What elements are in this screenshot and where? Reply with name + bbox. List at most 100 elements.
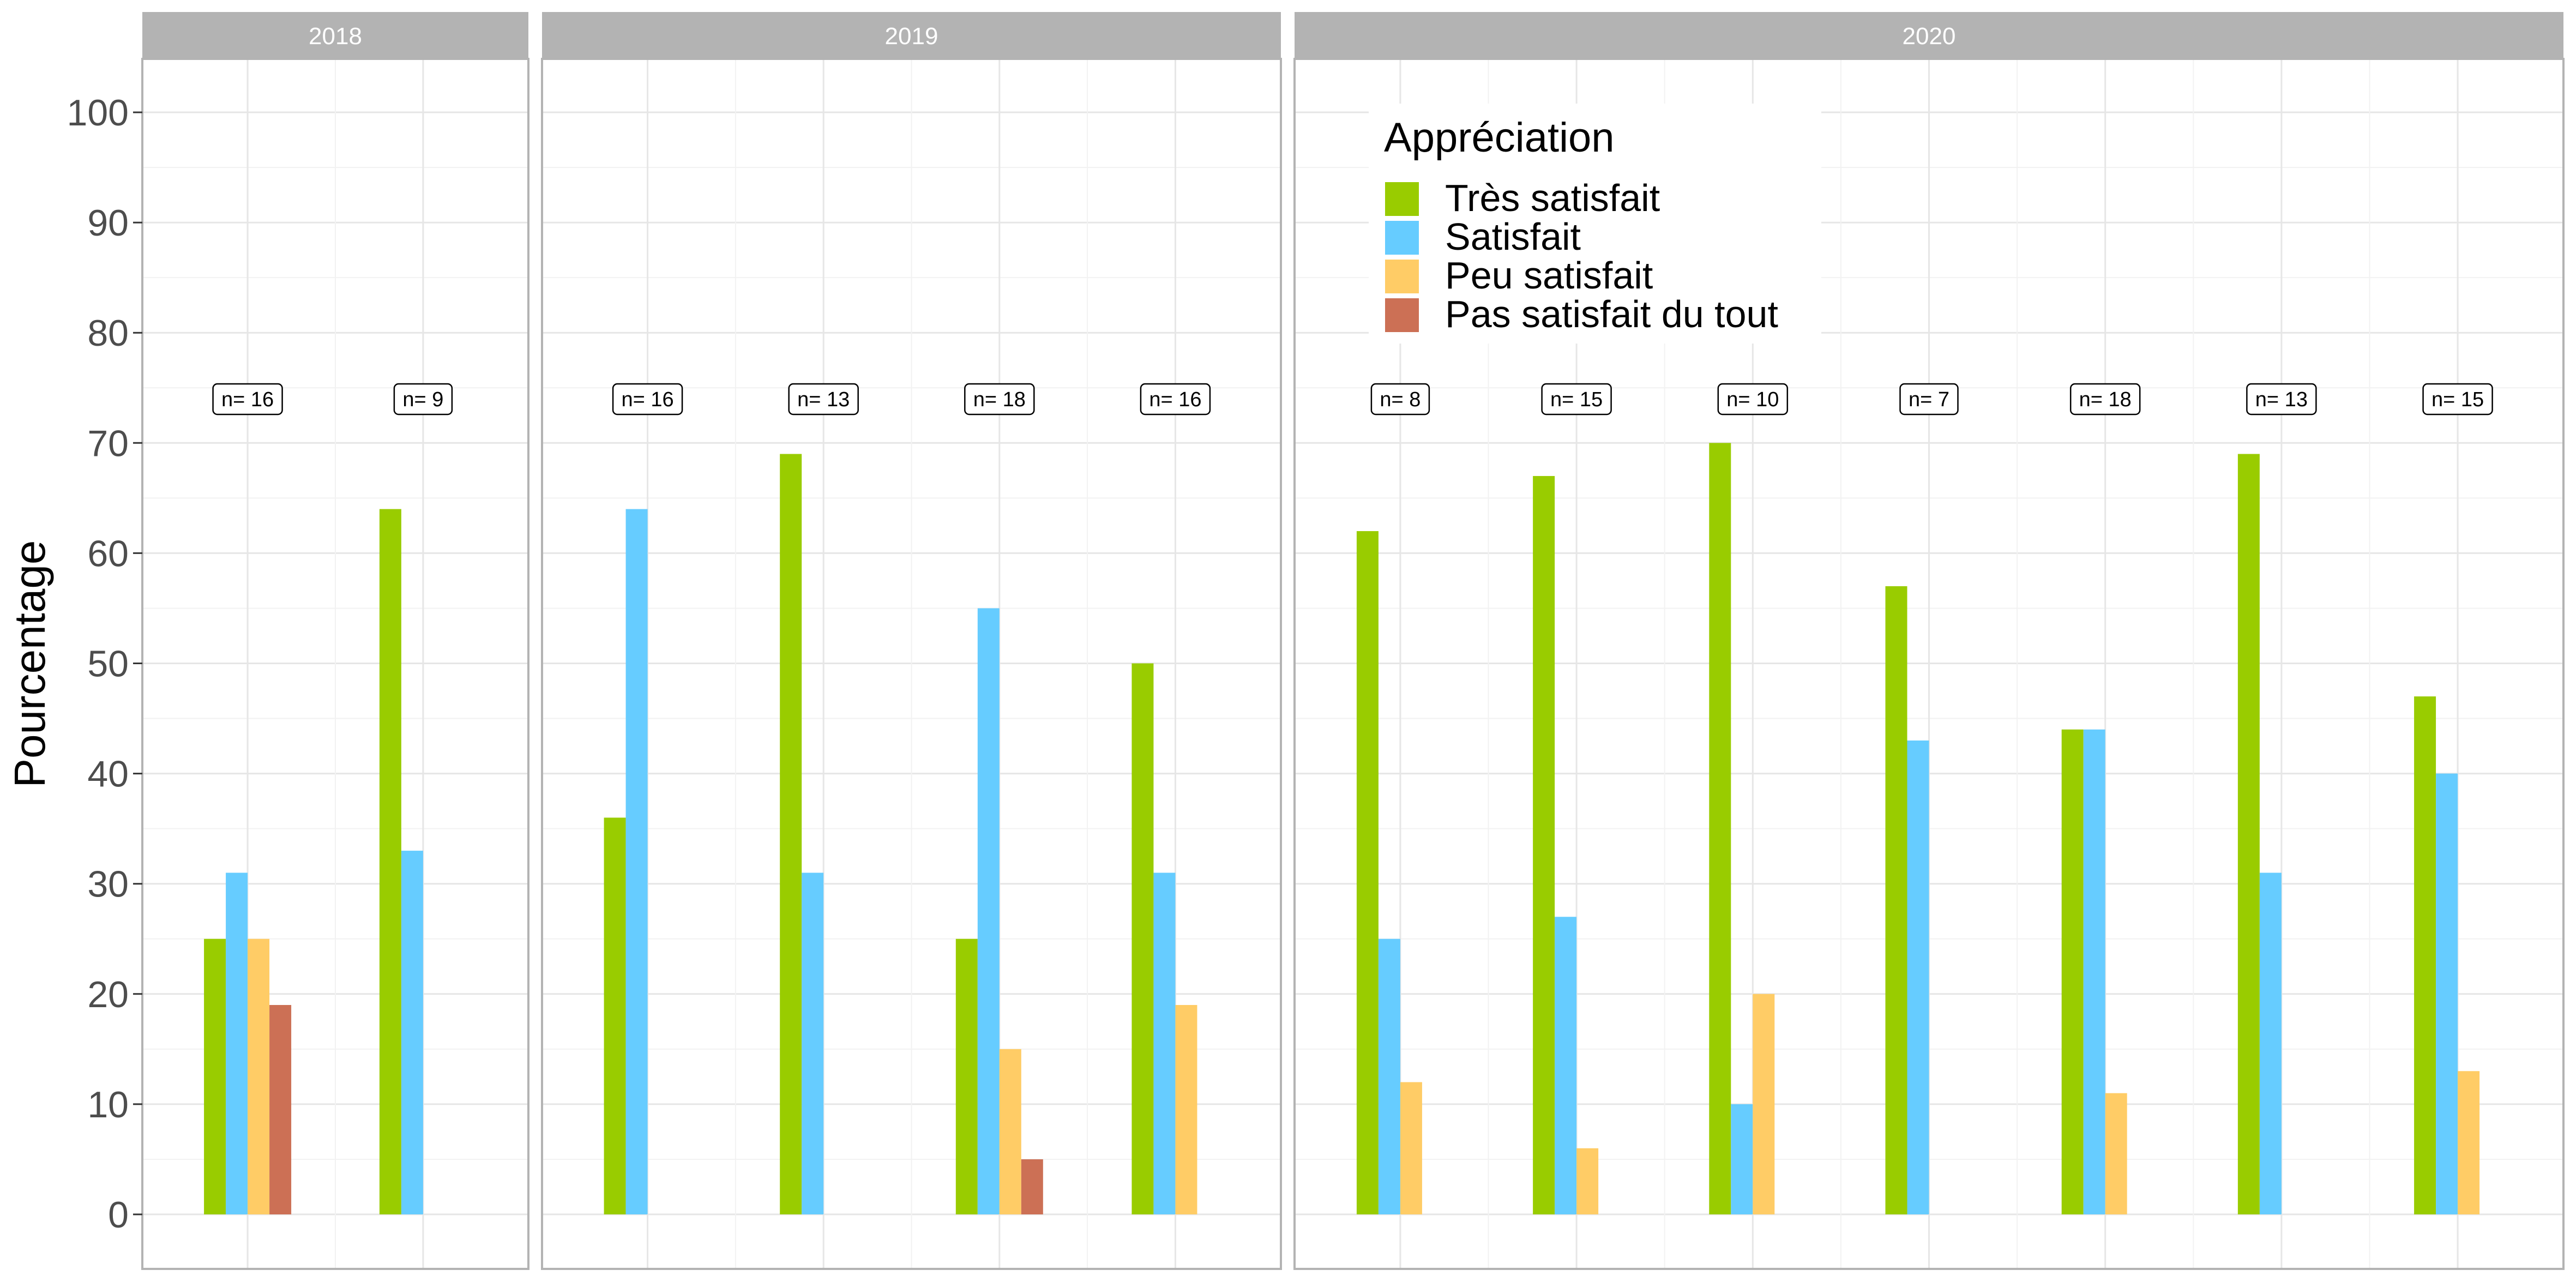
y-axis-title: Pourcentage: [5, 540, 54, 788]
y-axis: 0 10 20 30 40 50 60 70 80 90 100 Pourcentage: [5, 92, 142, 1236]
n-label-box: [212, 383, 283, 416]
y-tick-label: 80: [87, 312, 129, 354]
n-label: n= 18: [2079, 388, 2132, 411]
bar-satisfait: [2436, 773, 2458, 1214]
strip-label: 2020: [1903, 23, 1956, 50]
bar-satisfait: [2083, 729, 2105, 1214]
bar-peu-satisfait: [1753, 994, 1775, 1214]
n-label: n= 10: [1726, 388, 1779, 411]
bar-peu-satisfait: [1576, 1148, 1599, 1214]
panel-2018: 2018 n= 16 n= 9: [141, 12, 529, 1270]
bar-pas-satisfait-du-tout: [269, 1005, 292, 1214]
bar-group: n= 16: [1131, 383, 1211, 1214]
bar-group: n= 8: [1356, 383, 1430, 1214]
bar-satisfait: [401, 851, 423, 1214]
bar-satisfait: [977, 608, 1000, 1214]
bar-group: n= 10: [1709, 383, 1789, 1214]
bar-peu-satisfait: [2105, 1093, 2127, 1214]
bar-group: n= 16: [604, 383, 683, 1214]
n-label: n= 8: [1380, 388, 1421, 411]
n-label-box: [612, 383, 683, 416]
bar-group: n= 18: [955, 383, 1043, 1214]
bar-peu-satisfait: [1175, 1005, 1197, 1214]
n-label-box: [1717, 383, 1789, 416]
bar-peu-satisfait: [248, 938, 270, 1214]
panel-border: [1293, 58, 2565, 1270]
bar-satisfait: [2259, 872, 2282, 1214]
legend-key: [1385, 221, 1419, 255]
bar-satisfait: [1153, 872, 1176, 1214]
n-label-box: [1140, 383, 1211, 416]
bar-satisfait: [625, 509, 648, 1214]
bar-satisfait: [1378, 938, 1400, 1214]
bar-très-satisfait: [2414, 696, 2436, 1214]
strip-2019: [542, 12, 1281, 59]
n-label-box: [1541, 383, 1612, 416]
panel-border: [541, 58, 1282, 1270]
legend-background: [1369, 104, 1821, 344]
bar-peu-satisfait: [1400, 1082, 1422, 1214]
legend-key: [1385, 260, 1419, 293]
n-label: n= 18: [973, 388, 1026, 411]
n-label: n= 7: [1909, 388, 1949, 411]
n-label-box: [2422, 383, 2493, 416]
n-label: n= 16: [221, 388, 274, 411]
y-tick-label: 70: [87, 423, 129, 464]
n-label-box: [393, 383, 453, 416]
bar-satisfait: [1555, 917, 1577, 1214]
y-tick-label: 0: [108, 1194, 129, 1236]
n-label-box: [1899, 383, 1959, 416]
legend-key: [1385, 182, 1419, 216]
n-label-box: [2246, 383, 2317, 416]
n-label: n= 16: [621, 388, 673, 411]
bar-très-satisfait: [955, 938, 978, 1214]
n-label: n= 9: [402, 388, 443, 411]
bar-très-satisfait: [1356, 531, 1379, 1214]
n-label: n= 16: [1149, 388, 1201, 411]
strip-label: 2018: [309, 23, 362, 50]
bar-group: n= 18: [2061, 383, 2141, 1214]
y-tick-label: 60: [87, 533, 129, 574]
panels-layer: 2018 n= 16 n= 9 2019 n= 16 n= 13 n= 18 n= 16 202…: [141, 12, 2565, 1270]
bar-satisfait: [226, 872, 248, 1214]
legend-entry-label: Peu satisfait: [1445, 254, 1653, 297]
n-label-box: [964, 383, 1035, 416]
bar-très-satisfait: [1533, 476, 1555, 1215]
strip-2018: [142, 12, 528, 59]
n-label: n= 13: [797, 388, 850, 411]
bar-très-satisfait: [2237, 454, 2260, 1214]
y-tick-label: 20: [87, 974, 129, 1015]
bar-très-satisfait: [379, 509, 401, 1214]
bar-group: n= 13: [2237, 383, 2317, 1214]
y-tick-label: 50: [87, 643, 129, 685]
gridlines: [142, 59, 528, 1269]
bar-satisfait: [1731, 1104, 1753, 1214]
bar-très-satisfait: [2061, 729, 2084, 1214]
n-label: n= 13: [2255, 388, 2308, 411]
bar-group: n= 15: [2414, 383, 2493, 1214]
n-label-box: [2069, 383, 2141, 416]
legend-title: Appréciation: [1384, 115, 1615, 161]
bar-group: n= 16: [204, 383, 292, 1214]
bar-group: n= 15: [1533, 383, 1612, 1215]
legend-entry-label: Satisfait: [1445, 215, 1581, 258]
bar-group: n= 7: [1885, 383, 1959, 1214]
y-tick-label: 100: [67, 92, 129, 134]
strip-label: 2019: [885, 23, 938, 50]
bar-satisfait: [802, 872, 824, 1214]
bar-très-satisfait: [604, 817, 626, 1214]
y-tick-label: 40: [87, 754, 129, 795]
n-label-box: [788, 383, 859, 416]
bar-pas-satisfait-du-tout: [1021, 1159, 1043, 1214]
bar-peu-satisfait: [999, 1049, 1021, 1214]
bar-très-satisfait: [1709, 443, 1731, 1214]
bar-très-satisfait: [204, 938, 226, 1214]
bar-très-satisfait: [1885, 586, 1907, 1214]
y-tick-label: 10: [87, 1084, 129, 1126]
bar-peu-satisfait: [2458, 1071, 2480, 1214]
bar-group: n= 9: [379, 383, 453, 1214]
panel-2019: 2019 n= 16 n= 13 n= 18 n= 16: [541, 12, 1282, 1270]
legend-entry-label: Pas satisfait du tout: [1445, 293, 1778, 335]
